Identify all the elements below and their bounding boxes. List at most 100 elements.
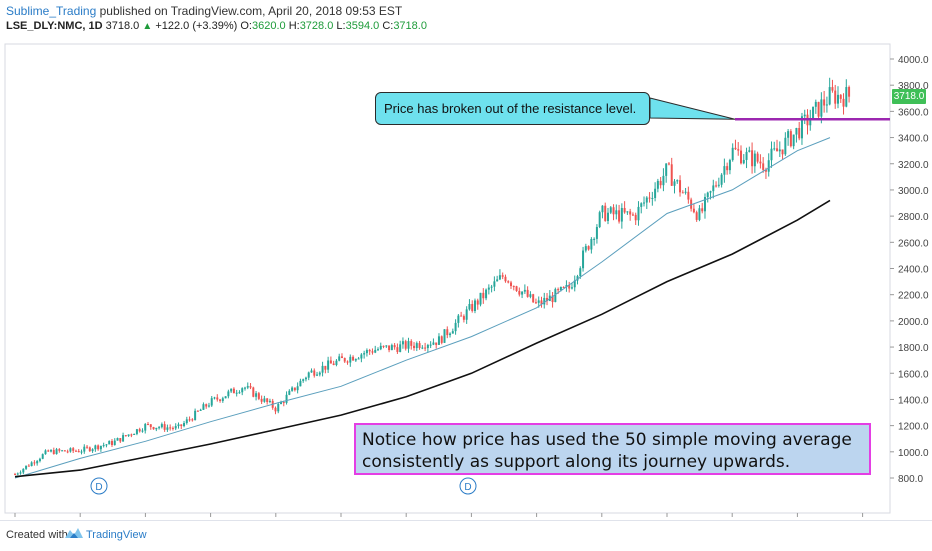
breakout-callout[interactable]: Price has broken out of the resistance l… bbox=[375, 92, 650, 125]
candle-body bbox=[22, 468, 25, 473]
candle-body bbox=[787, 131, 790, 138]
candle-body bbox=[72, 448, 75, 451]
candle-body bbox=[216, 397, 219, 400]
close-value: 3718.0 bbox=[393, 20, 427, 32]
candle-body bbox=[557, 289, 560, 291]
symbol-label[interactable]: LSE_DLY:NMC, 1D bbox=[6, 20, 103, 32]
candle-body bbox=[388, 345, 391, 351]
y-tick-label: 1600.0 bbox=[898, 369, 929, 380]
candle-body bbox=[670, 164, 673, 186]
candle-body bbox=[304, 377, 307, 380]
candle-body bbox=[523, 289, 526, 292]
candle-body bbox=[19, 472, 22, 474]
candle-body bbox=[640, 203, 643, 207]
candle-body bbox=[435, 342, 438, 345]
candle-body bbox=[537, 300, 540, 303]
candle-body bbox=[36, 461, 39, 464]
candle-body bbox=[221, 398, 224, 401]
last-price: 3718.0 bbox=[105, 20, 140, 32]
ma-support-note[interactable]: Notice how price has used the 50 simple … bbox=[354, 423, 871, 475]
candle-body bbox=[390, 345, 393, 351]
y-tick-label: 2200.0 bbox=[898, 291, 929, 302]
candle-body bbox=[839, 94, 842, 99]
candle-body bbox=[299, 380, 302, 387]
low-label: L: bbox=[336, 20, 346, 32]
candle-body bbox=[681, 192, 684, 194]
candle-body bbox=[188, 419, 191, 421]
candle-body bbox=[631, 214, 634, 216]
candle-body bbox=[61, 450, 64, 452]
candle-body bbox=[673, 181, 676, 186]
candle-body bbox=[399, 344, 402, 352]
candle-body bbox=[194, 410, 197, 421]
candle-body bbox=[812, 106, 815, 119]
candle-body bbox=[50, 450, 53, 452]
candle-body bbox=[584, 246, 587, 251]
candle-body bbox=[612, 207, 615, 215]
author-link[interactable]: Sublime_Trading bbox=[6, 4, 97, 18]
y-tick-label: 2600.0 bbox=[898, 238, 929, 249]
candle-body bbox=[277, 404, 280, 412]
candle-body bbox=[352, 356, 355, 361]
candle-body bbox=[97, 445, 100, 450]
candle-body bbox=[55, 449, 58, 455]
candle-body bbox=[199, 409, 202, 411]
candle-body bbox=[321, 365, 324, 373]
candle-body bbox=[44, 450, 47, 455]
candle-body bbox=[817, 101, 820, 117]
candle-body bbox=[554, 289, 557, 303]
candle-body bbox=[759, 161, 762, 164]
candle-body bbox=[529, 294, 532, 297]
y-tick-label: 3600.0 bbox=[898, 107, 929, 118]
candle-body bbox=[224, 396, 227, 399]
candle-body bbox=[645, 197, 648, 203]
candle-body bbox=[709, 191, 712, 193]
candle-body bbox=[620, 207, 623, 222]
candle-body bbox=[52, 450, 55, 455]
candle-body bbox=[83, 446, 86, 452]
candle-body bbox=[58, 449, 61, 451]
candle-body bbox=[102, 445, 105, 447]
candle-body bbox=[726, 166, 729, 171]
candle-body bbox=[662, 175, 665, 186]
candle-body bbox=[415, 343, 418, 349]
candle-body bbox=[468, 303, 471, 310]
candle-body bbox=[385, 345, 388, 347]
candle-body bbox=[507, 281, 510, 283]
candle-body bbox=[823, 99, 826, 106]
candle-body bbox=[515, 286, 518, 291]
candle-body bbox=[471, 303, 474, 311]
candle-body bbox=[191, 419, 194, 421]
candle-body bbox=[354, 359, 357, 361]
candle-body bbox=[207, 405, 210, 407]
candle-body bbox=[731, 147, 734, 161]
candle-body bbox=[285, 394, 288, 403]
chart-header: Sublime_Trading published on TradingView… bbox=[0, 0, 932, 40]
candle-body bbox=[546, 297, 549, 302]
candle-body bbox=[268, 400, 271, 403]
candle-body bbox=[623, 207, 626, 213]
candle-body bbox=[335, 360, 338, 365]
candle-body bbox=[532, 294, 535, 303]
high-value: 3728.0 bbox=[299, 20, 334, 32]
candle-body bbox=[490, 286, 493, 288]
candle-body bbox=[210, 398, 213, 406]
candle-body bbox=[74, 450, 77, 452]
candle-body bbox=[357, 358, 360, 360]
candle-body bbox=[690, 199, 693, 209]
candle-body bbox=[573, 280, 576, 288]
candle-body bbox=[377, 349, 380, 351]
candle-body bbox=[679, 180, 682, 193]
candle-body bbox=[745, 151, 748, 160]
y-tick-label: 4000.0 bbox=[898, 55, 929, 66]
candle-body bbox=[177, 424, 180, 427]
y-tick-label: 3200.0 bbox=[898, 160, 929, 171]
candle-body bbox=[842, 98, 845, 107]
candle-body bbox=[756, 153, 759, 162]
candle-body bbox=[171, 427, 174, 429]
candle-body bbox=[113, 440, 116, 446]
candle-body bbox=[213, 397, 216, 399]
tradingview-link[interactable]: TradingView bbox=[86, 529, 147, 541]
candle-body bbox=[291, 387, 294, 391]
candle-body bbox=[429, 344, 432, 346]
